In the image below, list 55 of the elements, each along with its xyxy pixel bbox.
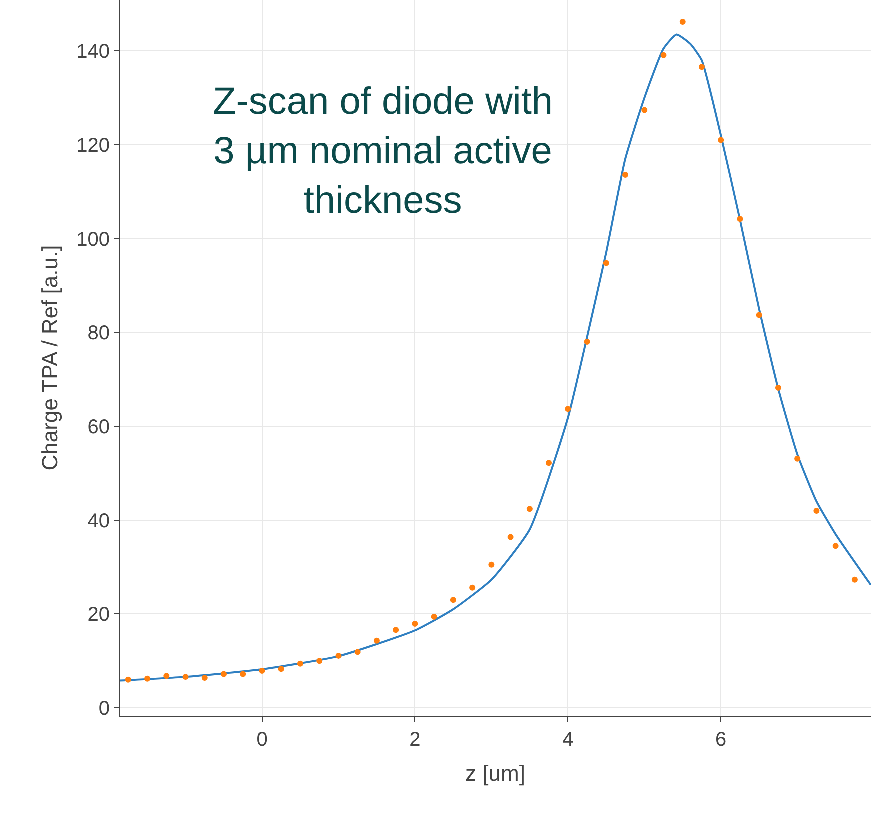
point (144, 676, 151, 682)
point (221, 671, 228, 678)
point (660, 52, 667, 58)
point (756, 312, 762, 318)
point (297, 660, 304, 667)
point (508, 534, 514, 540)
point (794, 456, 801, 462)
x-tick-label: 4 (562, 729, 574, 751)
point (278, 666, 284, 672)
point (832, 543, 839, 550)
y-tick-label: 100 (76, 228, 110, 251)
point (470, 584, 476, 591)
point (642, 107, 648, 114)
y-tick-label: 120 (76, 134, 110, 157)
point (182, 674, 189, 680)
point (240, 671, 246, 678)
x-axis-title: z [um] (466, 760, 526, 786)
point (680, 19, 686, 26)
x-tick-label: 0 (256, 729, 268, 751)
y-tick-label: 40 (88, 510, 110, 532)
x-tick-label: 6 (716, 729, 727, 751)
x-tick-label: 2 (410, 729, 421, 751)
point (374, 638, 380, 644)
y-axis-title: Charge TPA / Ref [a.u.] (37, 245, 62, 471)
point (698, 64, 705, 70)
y-tick-label: 60 (88, 416, 110, 438)
point (565, 406, 572, 412)
point (393, 627, 400, 634)
point (259, 668, 266, 674)
point (354, 649, 361, 656)
y-tick-label: 0 (98, 698, 110, 720)
point (125, 676, 132, 683)
point (526, 506, 533, 512)
point (316, 658, 323, 664)
point (852, 576, 858, 583)
point (546, 460, 552, 466)
point (202, 674, 208, 681)
point (584, 339, 590, 346)
point (488, 562, 495, 568)
y-tick-label: 20 (88, 604, 110, 626)
point (603, 260, 610, 266)
point (622, 172, 629, 178)
point (164, 673, 170, 680)
y-tick-label: 140 (76, 41, 110, 64)
point (336, 652, 342, 659)
y-tick-label: 80 (88, 322, 110, 345)
point (412, 621, 418, 628)
line-series (120, 34, 871, 682)
point (737, 216, 744, 222)
annotation: Z-scan of diode with 3 µm nominal active thickness (213, 81, 554, 222)
point (775, 385, 782, 392)
point (814, 508, 820, 514)
point (718, 137, 724, 144)
point (431, 614, 438, 620)
point (450, 597, 456, 604)
